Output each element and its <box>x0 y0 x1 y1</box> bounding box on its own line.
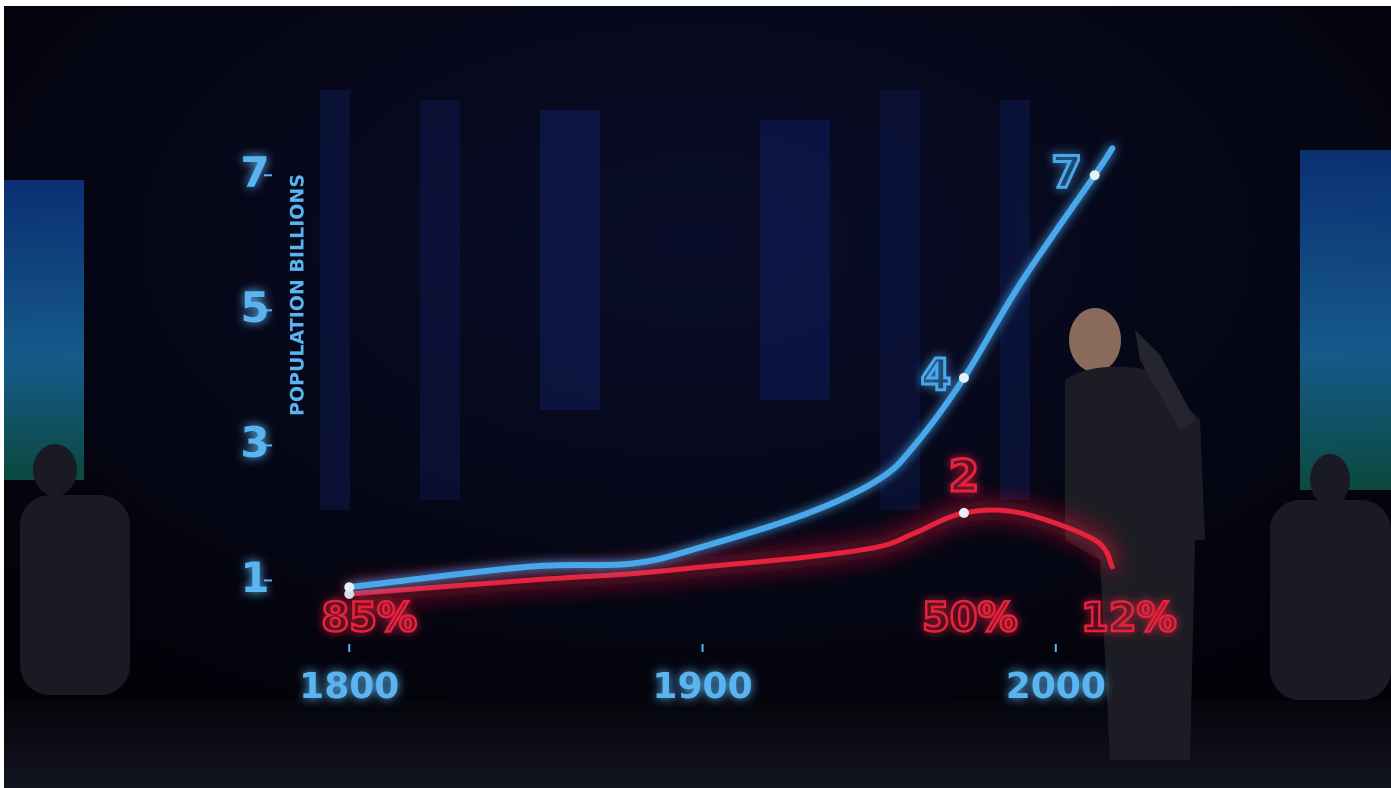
x-tick-label: 2000 <box>1006 666 1106 707</box>
point-label: 7 <box>1051 147 1082 198</box>
point-label: 4 <box>921 350 952 401</box>
share-label: 12% <box>1081 595 1177 641</box>
x-tick-label: 1800 <box>299 666 399 707</box>
presenter <box>1065 308 1205 760</box>
data-point <box>1089 170 1100 181</box>
share-label: 50% <box>922 595 1018 641</box>
y-tick-label: 3 <box>240 418 269 467</box>
audience <box>20 444 1391 700</box>
curtains <box>320 90 1030 510</box>
point-label: 2 <box>949 451 980 502</box>
share-label: 85% <box>321 595 417 641</box>
plot: POPULATION BILLIONS 1 3 5 7 1800 1900 2000 2 4 7 85… <box>240 128 1178 707</box>
series-line <box>346 507 1115 597</box>
y-tick-label: 1 <box>240 553 269 602</box>
y-axis-label: POPULATION BILLIONS <box>287 174 309 416</box>
series-line <box>346 145 1116 591</box>
data-point <box>958 507 969 518</box>
y-tick-label: 5 <box>240 283 269 332</box>
data-point <box>344 582 355 593</box>
data-point <box>958 372 969 383</box>
y-tick-label: 7 <box>240 148 269 197</box>
side-screen <box>1300 150 1391 490</box>
side-screen <box>4 180 84 480</box>
x-tick-label: 1900 <box>652 666 752 707</box>
